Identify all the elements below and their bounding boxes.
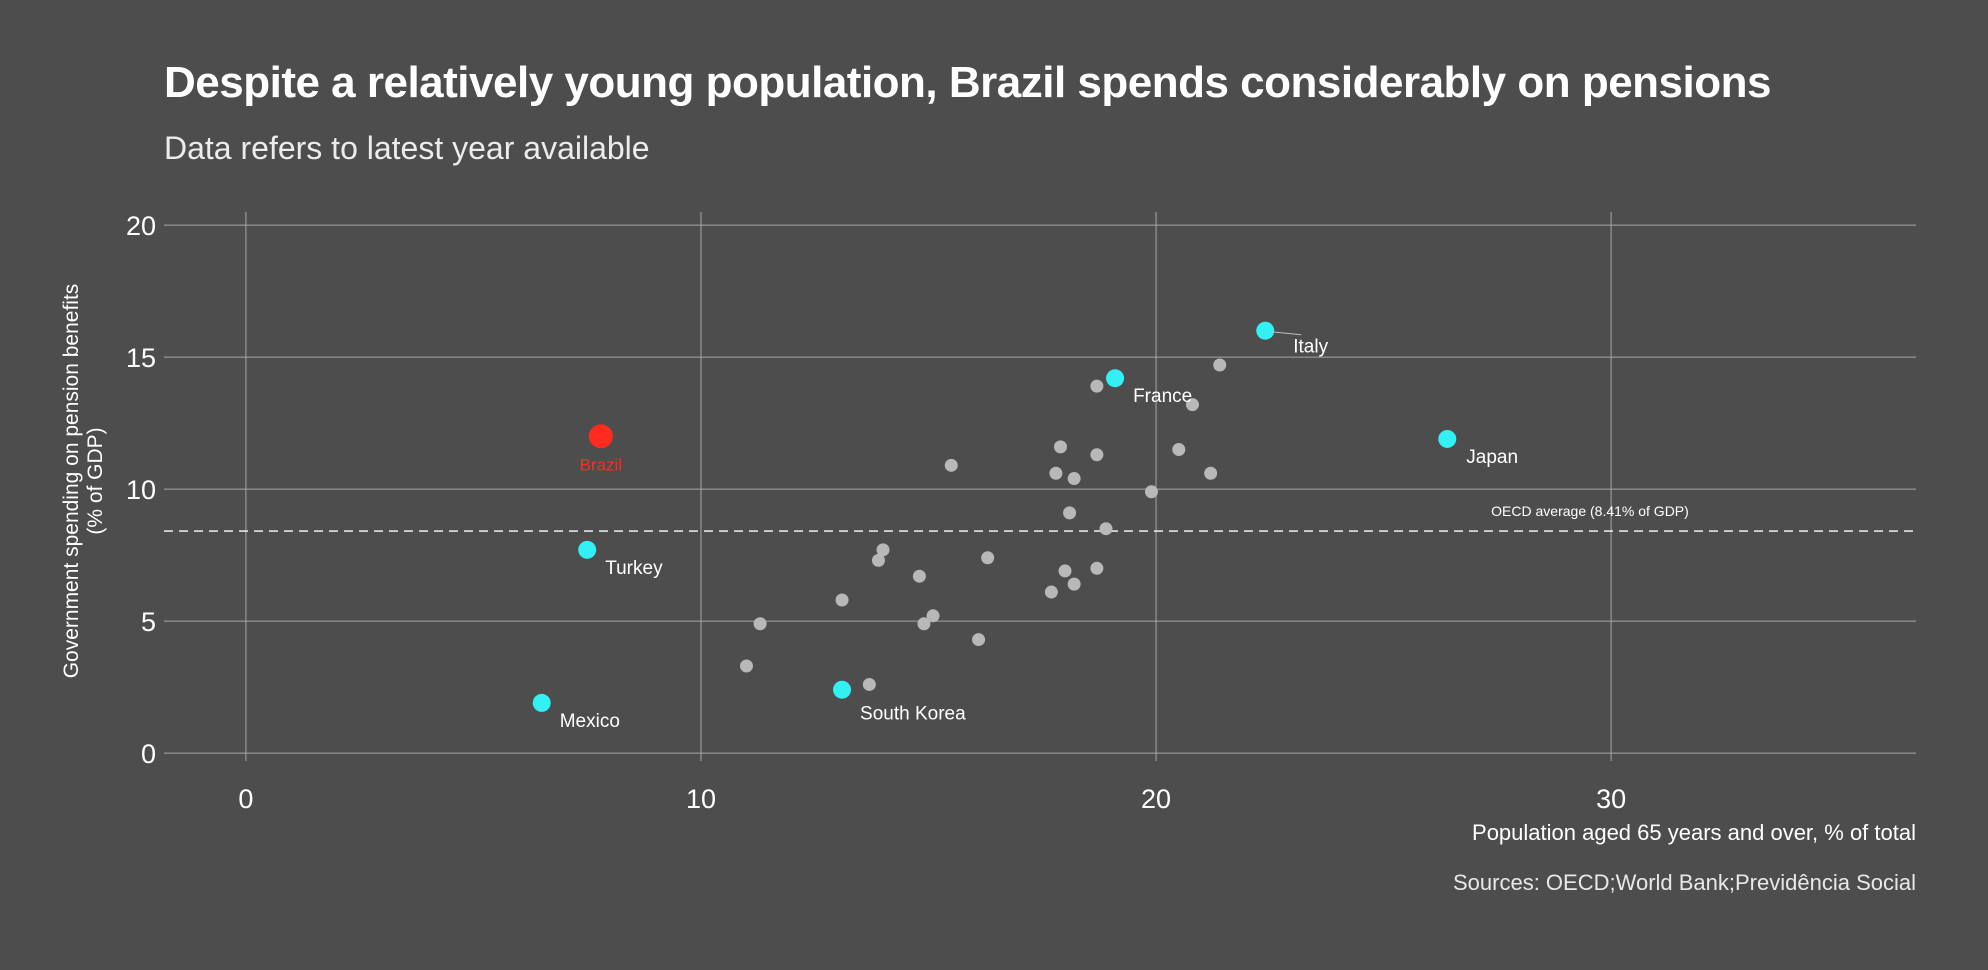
y-axis-title-line: (% of GDP)	[84, 427, 107, 534]
label-layer: OECD average (8.41% of GDP) Brazil Italy Fr…	[560, 331, 1689, 732]
country-point	[862, 677, 876, 691]
y-tick-label: 10	[126, 475, 156, 505]
country-point	[1090, 561, 1104, 575]
country-point	[917, 617, 931, 631]
country-point	[912, 569, 926, 583]
country-point	[1044, 585, 1058, 599]
country-point	[1090, 379, 1104, 393]
country-point	[876, 543, 890, 557]
oecd-average-label: OECD average (8.41% of GDP)	[1491, 503, 1689, 519]
country-point	[1067, 472, 1081, 486]
south-korea-label: South Korea	[860, 704, 966, 725]
mexico-label: Mexico	[560, 711, 620, 732]
country-point	[972, 633, 986, 647]
turkey-label: Turkey	[605, 558, 663, 579]
axis-layer: 0 5 10 15 20 0 10 20 30 Government spending on pe…	[60, 211, 1916, 895]
x-tick-label: 0	[238, 784, 253, 814]
chart-subtitle: Data refers to latest year available	[164, 130, 650, 166]
country-point	[1053, 440, 1067, 454]
y-tick-label: 5	[141, 607, 156, 637]
country-point	[1213, 358, 1227, 372]
japan-point	[1438, 429, 1457, 448]
x-tick-label: 10	[686, 784, 716, 814]
italy-label: Italy	[1293, 337, 1328, 358]
country-point	[981, 551, 995, 565]
france-point	[1106, 369, 1125, 388]
country-point	[753, 617, 767, 631]
italy-leader-line	[1271, 331, 1302, 336]
country-point	[1185, 398, 1199, 412]
y-tick-label: 15	[126, 343, 156, 373]
country-point	[1172, 443, 1186, 457]
country-point	[1058, 564, 1072, 578]
country-point	[944, 458, 958, 472]
grid-layer	[164, 212, 1916, 761]
brazil-label: Brazil	[580, 455, 623, 474]
source-note: Sources: OECD;World Bank;Previdência Soc…	[1453, 870, 1916, 895]
japan-label: Japan	[1466, 447, 1518, 468]
country-point	[1090, 448, 1104, 462]
country-point	[1144, 485, 1158, 499]
country-point	[739, 659, 753, 673]
chart-title: Despite a relatively young population, B…	[164, 58, 1771, 107]
italy-point	[1256, 321, 1275, 340]
country-point	[1063, 506, 1077, 520]
x-tick-label: 30	[1596, 784, 1626, 814]
y-tick-label: 0	[141, 739, 156, 769]
x-axis-title: Population aged 65 years and over, % of …	[1472, 820, 1916, 845]
country-point	[871, 553, 885, 567]
points-layer	[532, 321, 1457, 712]
country-point	[1049, 466, 1063, 480]
country-point	[926, 609, 940, 623]
south-korea-point	[833, 680, 852, 699]
turkey-point	[578, 540, 597, 559]
france-label: France	[1133, 386, 1192, 407]
country-point	[1204, 466, 1218, 480]
y-axis-title: Government spending on pension benefits(…	[60, 284, 107, 679]
x-tick-label: 20	[1141, 784, 1171, 814]
mexico-point	[532, 693, 551, 712]
country-point	[835, 593, 849, 607]
brazil-point	[588, 424, 613, 449]
y-axis-title-line: Government spending on pension benefits	[60, 284, 83, 679]
y-tick-label: 20	[126, 211, 156, 241]
country-point	[1099, 522, 1113, 536]
country-point	[1067, 577, 1081, 591]
